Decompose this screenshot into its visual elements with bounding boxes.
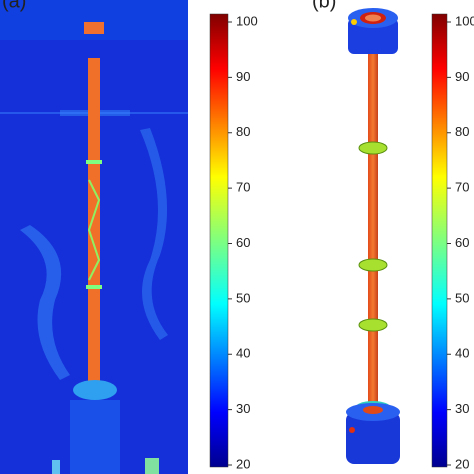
colorbar [431,13,448,468]
colorbar-tick-label: 40 [236,346,250,361]
colorbar-tick-label: 70 [455,180,469,195]
thermal-image [0,0,188,474]
colorbar-tick-label: 20 [236,456,250,471]
colorbar-tick-label: 80 [236,124,250,139]
colorbar-tick-label: 30 [455,401,469,416]
colorbar-tick-label: 100 [455,13,474,28]
colorbar-tick-label: 40 [455,346,469,361]
colorbar-tick-label: 100 [236,13,258,28]
colorbar-tick-label: 50 [236,290,250,305]
colorbar-tick-label: 60 [236,235,250,250]
colorbar-tick-label: 20 [455,456,469,471]
colorbar-tick-label: 60 [455,235,469,250]
colorbar-tick-label: 80 [455,124,469,139]
colorbar-tick-label: 30 [236,401,250,416]
colorbar-tick-label: 90 [236,69,250,84]
colorbar-tick-label: 50 [455,290,469,305]
colorbar [209,13,229,468]
panel-label: (b) [312,0,336,12]
colorbar-tick-label: 90 [455,69,469,84]
simulation-render [346,8,400,464]
panel-label: (a) [2,0,26,12]
colorbar-tick-label: 70 [236,180,250,195]
